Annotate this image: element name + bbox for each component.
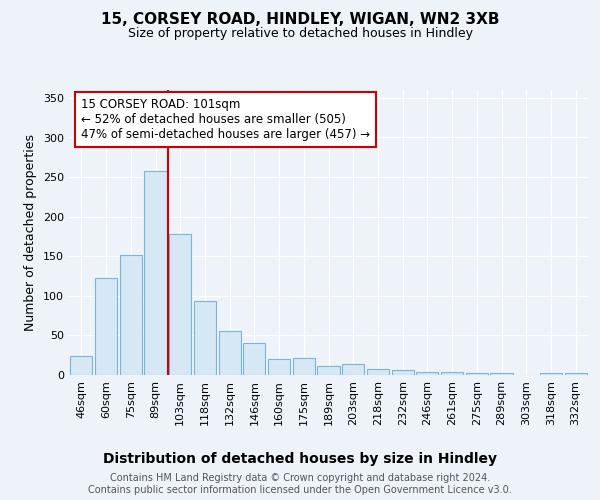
- Bar: [70, 356, 92, 375]
- Bar: [194, 300, 216, 375]
- Bar: [268, 359, 290, 375]
- Text: 15 CORSEY ROAD: 101sqm
← 52% of detached houses are smaller (505)
47% of semi-de: 15 CORSEY ROAD: 101sqm ← 52% of detached…: [82, 98, 370, 141]
- Bar: [392, 370, 414, 375]
- Bar: [243, 344, 265, 375]
- Bar: [466, 372, 488, 375]
- Text: Distribution of detached houses by size in Hindley: Distribution of detached houses by size …: [103, 452, 497, 466]
- Bar: [367, 370, 389, 375]
- Bar: [218, 332, 241, 375]
- Bar: [416, 372, 439, 375]
- Bar: [293, 358, 315, 375]
- Text: 15, CORSEY ROAD, HINDLEY, WIGAN, WN2 3XB: 15, CORSEY ROAD, HINDLEY, WIGAN, WN2 3XB: [101, 12, 499, 28]
- Bar: [540, 374, 562, 375]
- Bar: [145, 171, 167, 375]
- Bar: [441, 372, 463, 375]
- Y-axis label: Number of detached properties: Number of detached properties: [25, 134, 37, 331]
- Bar: [342, 364, 364, 375]
- Bar: [169, 234, 191, 375]
- Text: Size of property relative to detached houses in Hindley: Size of property relative to detached ho…: [128, 28, 473, 40]
- Bar: [317, 366, 340, 375]
- Bar: [95, 278, 117, 375]
- Bar: [565, 374, 587, 375]
- Bar: [490, 372, 512, 375]
- Bar: [119, 254, 142, 375]
- Text: Contains HM Land Registry data © Crown copyright and database right 2024.
Contai: Contains HM Land Registry data © Crown c…: [88, 474, 512, 495]
